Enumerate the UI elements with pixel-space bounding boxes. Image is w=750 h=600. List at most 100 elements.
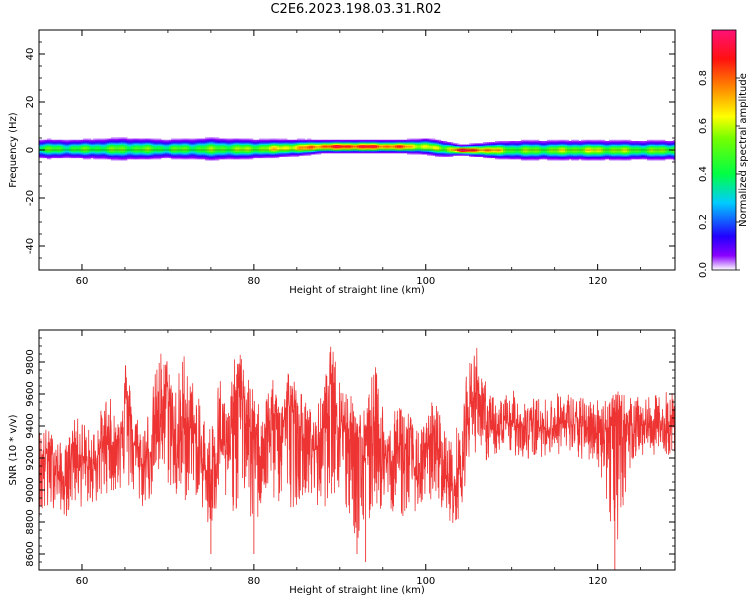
heatmap-cell <box>39 148 42 150</box>
heatmap-cell <box>533 144 536 147</box>
heatmap-cell <box>497 143 500 145</box>
heatmap-cell <box>247 147 250 149</box>
heatmap-cell <box>651 156 654 159</box>
heatmap-cell <box>447 154 450 156</box>
heatmap-cell <box>131 147 134 149</box>
heatmap-cell <box>155 157 158 160</box>
heatmap-cell <box>661 155 664 157</box>
heatmap-cell <box>45 154 48 156</box>
heatmap-cell <box>221 145 224 148</box>
heatmap-cell <box>349 143 352 145</box>
heatmap-cell <box>357 139 360 142</box>
heatmap-cell <box>349 145 352 148</box>
heatmap-cell <box>493 147 496 149</box>
heatmap-cell <box>251 142 254 144</box>
heatmap-cell <box>257 143 260 145</box>
heatmap-cell <box>305 141 308 143</box>
heatmap-cell <box>209 154 212 156</box>
heatmap-cell <box>419 141 422 143</box>
heatmap-cell <box>79 150 82 153</box>
heatmap-cell <box>557 159 560 161</box>
heatmap-cell <box>581 143 584 145</box>
heatmap-cell <box>649 142 652 144</box>
heatmap-cell <box>497 151 500 154</box>
heatmap-cell <box>437 142 440 144</box>
heatmap-cell <box>87 138 90 141</box>
heatmap-cell <box>673 150 675 153</box>
heatmap-cell <box>379 148 382 150</box>
heatmap-cell <box>623 150 626 153</box>
heatmap-cell <box>605 151 608 154</box>
heatmap-cell <box>497 156 500 159</box>
heatmap-cell <box>191 147 194 149</box>
heatmap-cell <box>537 144 540 147</box>
heatmap-cell <box>39 147 42 149</box>
heatmap-cell <box>295 153 298 155</box>
heatmap-cell <box>613 142 616 144</box>
heatmap-cell <box>443 145 446 148</box>
heatmap-cell <box>655 156 658 159</box>
heatmap-cell <box>309 143 312 145</box>
heatmap-cell <box>619 157 622 160</box>
heatmap-cell <box>563 145 566 148</box>
heatmap-cell <box>207 138 210 141</box>
heatmap-cell <box>389 141 392 143</box>
heatmap-cell <box>51 154 54 156</box>
heatmap-cell <box>629 151 632 154</box>
heatmap-cell <box>563 157 566 160</box>
heatmap-cell <box>231 155 234 157</box>
heatmap-cell <box>573 142 576 144</box>
heatmap-cell <box>361 148 364 150</box>
heatmap-cell <box>283 139 286 142</box>
heatmap-cell <box>513 142 516 144</box>
heatmap-cell <box>101 138 104 141</box>
heatmap-cell <box>635 151 638 154</box>
heatmap-cell <box>95 151 98 154</box>
heatmap-cell <box>303 148 306 150</box>
heatmap-cell <box>401 145 404 148</box>
heatmap-cell <box>53 142 56 144</box>
heatmap-cell <box>263 155 266 157</box>
heatmap-cell <box>321 150 324 153</box>
heatmap-cell <box>667 154 670 156</box>
heatmap-cell <box>619 148 622 150</box>
heatmap-cell <box>431 145 434 148</box>
heatmap-cell <box>581 156 584 159</box>
heatmap-cell <box>79 141 82 143</box>
heatmap-cell <box>245 151 248 154</box>
heatmap-cell <box>405 147 408 149</box>
heatmap-cell <box>131 145 134 148</box>
heatmap-cell <box>161 148 164 150</box>
heatmap-cell <box>157 157 160 160</box>
heatmap-cell <box>125 154 128 156</box>
heatmap-cell <box>261 142 264 144</box>
heatmap-cell <box>113 151 116 154</box>
heatmap-cell <box>409 144 412 147</box>
heatmap-cell <box>649 151 652 154</box>
heatmap-cell <box>73 141 76 143</box>
heatmap-cell <box>137 144 140 147</box>
heatmap-cell <box>545 151 548 154</box>
heatmap-cell <box>61 141 64 143</box>
heatmap-cell <box>239 147 242 149</box>
heatmap-cell <box>637 141 640 143</box>
heatmap-cell <box>645 144 648 147</box>
heatmap-cell <box>231 154 234 156</box>
heatmap-cell <box>219 157 222 160</box>
heatmap-cell <box>479 147 482 149</box>
heatmap-cell <box>587 139 590 142</box>
heatmap-cell <box>155 154 158 156</box>
heatmap-cell <box>337 144 340 147</box>
heatmap-cell <box>615 139 618 142</box>
heatmap-cell <box>589 139 592 142</box>
heatmap-cell <box>147 141 150 143</box>
heatmap-cell <box>157 145 160 148</box>
heatmap-cell <box>53 156 56 159</box>
heatmap-cell <box>165 154 168 156</box>
heatmap-cell <box>205 139 208 142</box>
heatmap-cell <box>63 150 66 153</box>
heatmap-cell <box>41 148 44 150</box>
heatmap-cell <box>209 153 212 155</box>
heatmap-cell <box>593 141 596 143</box>
heatmap-cell <box>271 143 274 145</box>
